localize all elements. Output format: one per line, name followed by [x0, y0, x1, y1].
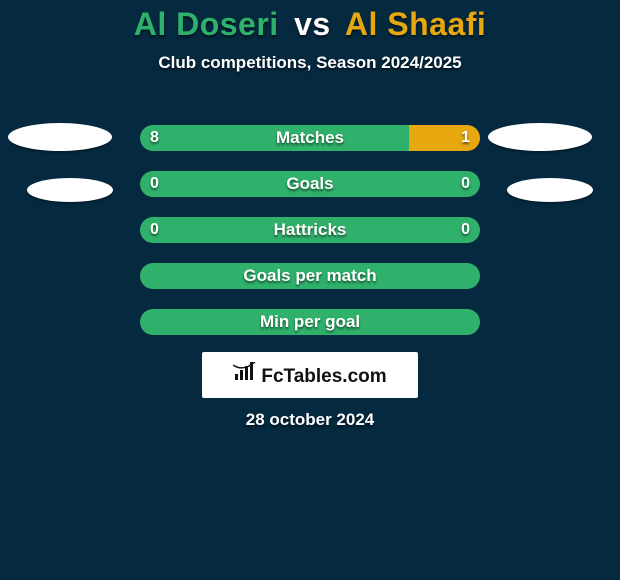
stat-label: Hattricks	[140, 217, 480, 243]
team-bubble	[507, 178, 593, 202]
logo-inner: FcTables.com	[233, 362, 386, 388]
barchart-icon	[233, 362, 257, 382]
date-label: 28 october 2024	[0, 410, 620, 430]
stat-bar: 00Hattricks	[140, 217, 480, 243]
logo-text: FcTables.com	[261, 366, 386, 388]
source-logo: FcTables.com	[202, 352, 418, 398]
stat-row: 00Hattricks	[0, 214, 620, 260]
subtitle: Club competitions, Season 2024/2025	[0, 53, 620, 73]
stat-bar: Goals per match	[140, 263, 480, 289]
stat-label: Min per goal	[140, 309, 480, 335]
team-bubble	[488, 123, 592, 151]
stat-bar: 00Goals	[140, 171, 480, 197]
stat-label: Goals	[140, 171, 480, 197]
stat-rows: 81Matches 00Goals 00Hattricks Goals per mat…	[0, 122, 620, 352]
comparison-card: Al Doseri vs Al Shaafi Club competitions…	[0, 0, 620, 580]
page-title: Al Doseri vs Al Shaafi	[0, 0, 620, 43]
stat-bar: 81Matches	[140, 125, 480, 151]
team-bubble	[8, 123, 112, 151]
vs-word: vs	[294, 6, 331, 42]
player-left-name: Al Doseri	[134, 6, 279, 42]
stat-bar: Min per goal	[140, 309, 480, 335]
stat-label: Matches	[140, 125, 480, 151]
stat-row: Goals per match	[0, 260, 620, 306]
player-right-name: Al Shaafi	[345, 6, 486, 42]
stat-row: Min per goal	[0, 306, 620, 352]
team-bubble	[27, 178, 113, 202]
stat-label: Goals per match	[140, 263, 480, 289]
